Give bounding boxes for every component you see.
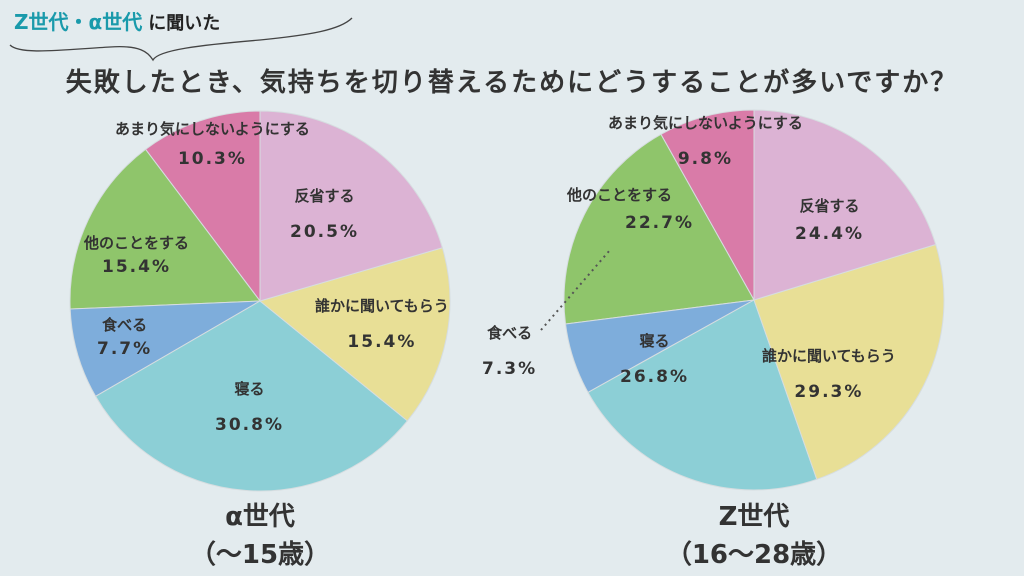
subtitle-rest: に聞いた xyxy=(148,13,221,34)
label-z-ask: 誰かに聞いてもらう 29.3% xyxy=(762,347,896,402)
label-z-other: 他のことをする 22.7% xyxy=(566,186,694,233)
brace-decoration xyxy=(9,17,353,62)
caption-z: Z世代 （16〜28歳） xyxy=(665,502,843,570)
pie-slice-z-reflect xyxy=(753,109,937,301)
pie-slice-z-ignore xyxy=(660,109,755,302)
pie-slice-z-other xyxy=(563,133,755,325)
pie-slice-z-ask xyxy=(753,243,945,480)
label-alpha-ignore: あまり気にしないようにする 10.3% xyxy=(115,120,310,169)
label-z-reflect: 反省する 24.4% xyxy=(795,197,864,244)
pie-slice-z-sleep xyxy=(587,299,818,491)
label-alpha-sleep: 寝る 30.8% xyxy=(215,380,284,435)
pie-slice-alpha-ignore xyxy=(144,110,261,303)
pie-slice-alpha-ask xyxy=(258,247,451,422)
label-alpha-ask: 誰かに聞いてもらう 15.4% xyxy=(315,297,449,352)
pie-slice-alpha-reflect xyxy=(259,110,444,302)
pie-slice-alpha-sleep xyxy=(94,300,409,492)
label-z-eat: 食べる 7.3% xyxy=(482,324,538,379)
subtitle: Z世代・α世代 に聞いた xyxy=(14,6,220,35)
label-alpha-eat: 食べる 7.7% xyxy=(97,316,153,359)
label-alpha-other: 他のことをする 15.4% xyxy=(84,234,190,277)
subtitle-highlight: Z世代・α世代 xyxy=(14,10,143,34)
caption-alpha: α世代 （〜15歳） xyxy=(189,502,331,570)
pie-slice-alpha-other xyxy=(69,148,261,310)
label-z-sleep: 寝る 26.8% xyxy=(620,332,689,387)
label-alpha-reflect: 反省する 20.5% xyxy=(290,187,359,242)
label-z-ignore: あまり気にしないようにする 9.8% xyxy=(608,114,803,169)
chart-question-title: 失敗したとき、気持ちを切り替えるためにどうすることが多いですか？ xyxy=(65,68,959,98)
